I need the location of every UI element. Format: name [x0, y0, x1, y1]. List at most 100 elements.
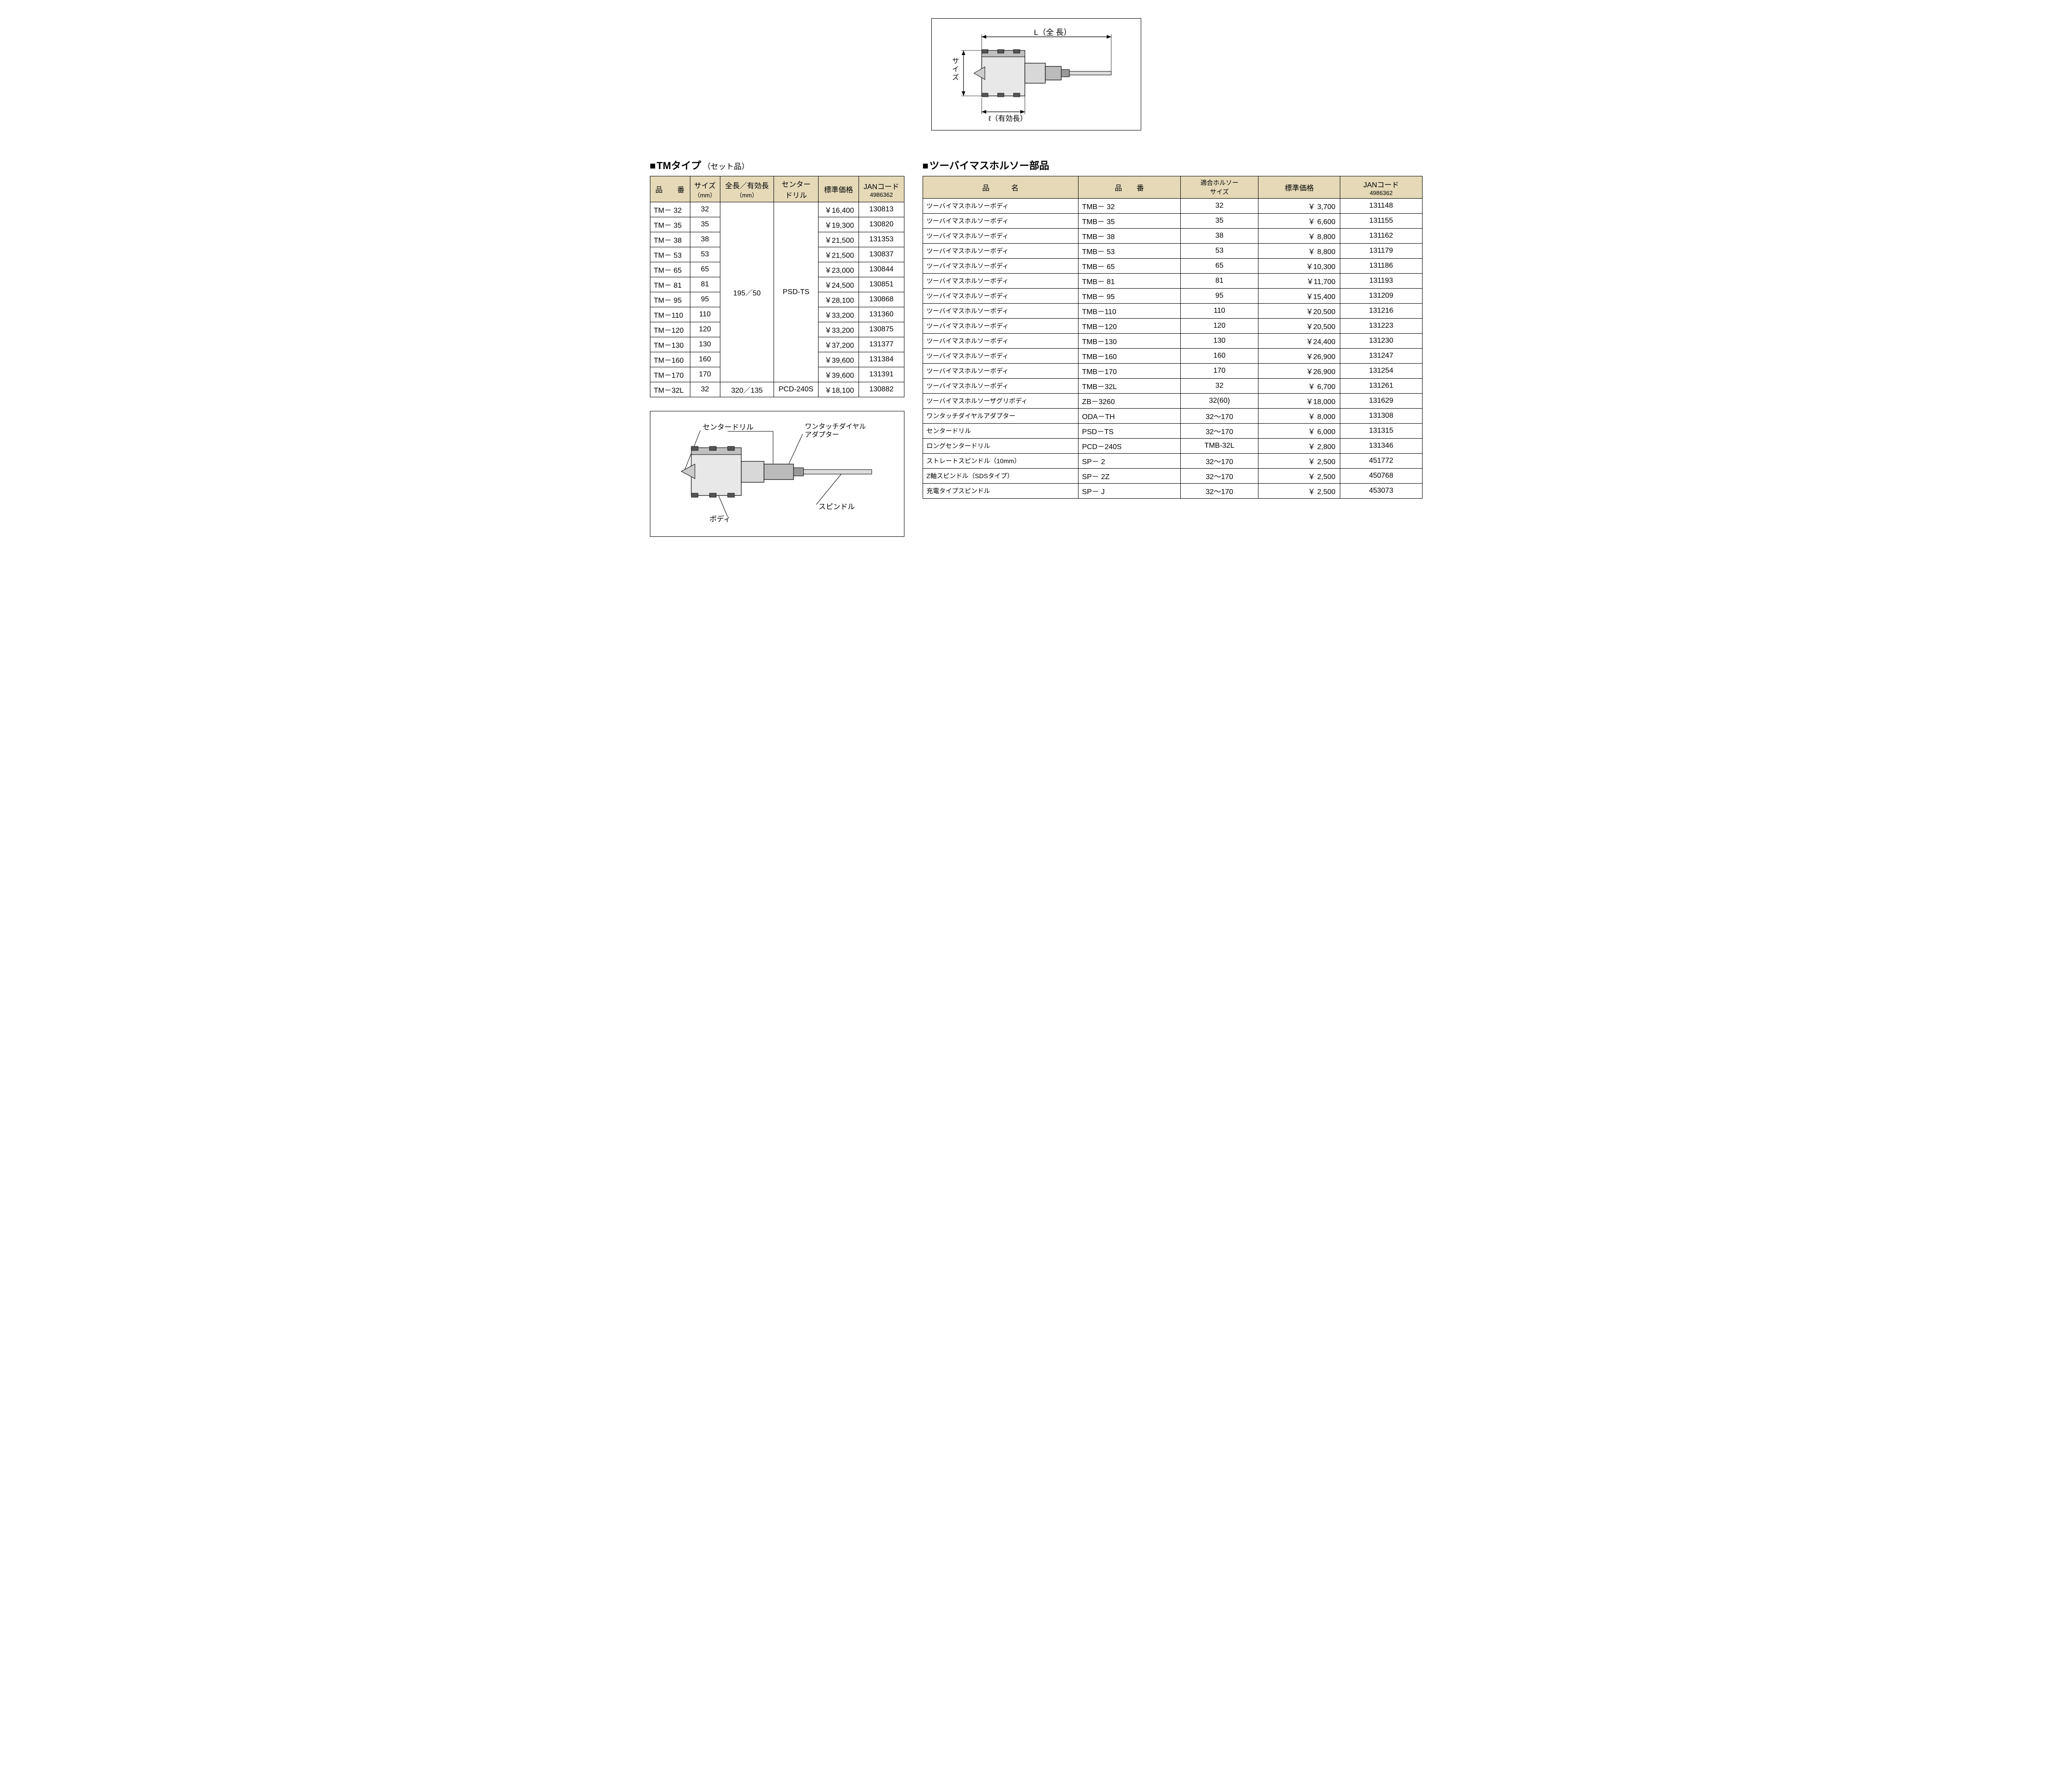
- cell-size: 110: [690, 307, 720, 322]
- cell-code: TM－ 95: [650, 292, 690, 307]
- table-row: TM－32L32320／135PCD-240S￥18,100130882: [650, 382, 904, 397]
- cell-jan: 130837: [859, 247, 904, 262]
- cell-code: TM－170: [650, 367, 690, 382]
- cell-price: ￥28,100: [818, 292, 859, 307]
- cell-price: ￥ 3,700: [1258, 199, 1340, 214]
- th-jan: JANコード4986362: [859, 176, 904, 202]
- catalog-page: L（全 長） サ イ ズ: [650, 18, 1423, 537]
- cell-jan: 131254: [1340, 364, 1422, 379]
- cell-name: ツーバイマスホルソーボディ: [923, 259, 1078, 274]
- cell-jan: 131216: [1340, 304, 1422, 319]
- cell-price: ￥ 6,600: [1258, 214, 1340, 229]
- cell-name: ツーバイマスホルソーボディ: [923, 364, 1078, 379]
- cell-price: ￥39,600: [818, 367, 859, 382]
- cell-name: ツーバイマスホルソーボディ: [923, 199, 1078, 214]
- label-adapter-1: ワンタッチダイヤル: [805, 423, 866, 430]
- cell-price: ￥ 6,000: [1258, 424, 1340, 439]
- cell-jan: 131162: [1340, 229, 1422, 244]
- table-row: ツーバイマスホルソーザグリボディZB－326032(60)￥18,0001316…: [923, 394, 1422, 409]
- cell-jan: 131179: [1340, 244, 1422, 259]
- cell-code: TMB－ 38: [1078, 229, 1180, 244]
- cell-name: ツーバイマスホルソーボディ: [923, 319, 1078, 334]
- cell-jan: 131230: [1340, 334, 1422, 349]
- table-row: ワンタッチダイヤルアダプターODA－TH32～170￥ 8,000131308: [923, 409, 1422, 424]
- th-length: 全長／有効長（mm）: [720, 176, 774, 202]
- cell-name: センタードリル: [923, 424, 1078, 439]
- cell-jan: 130851: [859, 277, 904, 292]
- cell-code: TM－130: [650, 337, 690, 352]
- cell-fit: 35: [1181, 214, 1258, 229]
- cell-name: ツーバイマスホルソーボディ: [923, 274, 1078, 289]
- two-column-layout: ■ TMタイプ （セット品） 品 番 サイズ（mm） 全長／有効長（mm） セン…: [650, 158, 1423, 537]
- table-row: ロングセンタードリルPCD－240STMB-32L￥ 2,800131346: [923, 439, 1422, 454]
- cell-fit: 32～170: [1181, 484, 1258, 499]
- cell-code: PSD－TS: [1078, 424, 1180, 439]
- cell-length-shared: 195／50: [720, 202, 774, 382]
- cell-size: 95: [690, 292, 720, 307]
- cell-jan: 131629: [1340, 394, 1422, 409]
- table-row: ツーバイマスホルソーボディTMB－120120￥20,500131223: [923, 319, 1422, 334]
- cell-name: ストレートスピンドル（10mm）: [923, 454, 1078, 469]
- table-row: ツーバイマスホルソーボディTMB－160160￥26,900131247: [923, 349, 1422, 364]
- cell-fit: 65: [1181, 259, 1258, 274]
- cell-price: ￥39,600: [818, 352, 859, 367]
- cell-length: 320／135: [720, 382, 774, 397]
- cell-fit: 32(60): [1181, 394, 1258, 409]
- table-row: Z軸スピンドル（SDSタイプ）SP－ 2Z32～170￥ 2,500450768: [923, 469, 1422, 484]
- cell-code: TMB－120: [1078, 319, 1180, 334]
- table-row: 充電タイプスピンドルSP－ J32～170￥ 2,500453073: [923, 484, 1422, 499]
- cell-fit: 130: [1181, 334, 1258, 349]
- table-row: ツーバイマスホルソーボディTMB－ 5353￥ 8,800131179: [923, 244, 1422, 259]
- label-spindle: スピンドル: [819, 503, 855, 511]
- label-L: L（全 長）: [1034, 28, 1071, 37]
- cell-name: ツーバイマスホルソーボディ: [923, 244, 1078, 259]
- cell-fit: 53: [1181, 244, 1258, 259]
- cell-code: TM－ 38: [650, 232, 690, 247]
- cell-code: TM－ 53: [650, 247, 690, 262]
- cell-price: ￥21,500: [818, 232, 859, 247]
- th-fit: 適合ホルソー サイズ: [1181, 176, 1258, 199]
- cell-price: ￥21,500: [818, 247, 859, 262]
- right-column: ■ ツーバイマスホルソー部品 品 名 品 番 適合ホルソー サイズ 標準価格 J…: [923, 158, 1423, 499]
- cell-name: ツーバイマスホルソーザグリボディ: [923, 394, 1078, 409]
- cell-name: ツーバイマスホルソーボディ: [923, 379, 1078, 394]
- cell-code: SP－ 2: [1078, 454, 1180, 469]
- cell-code: TM－120: [650, 322, 690, 337]
- label-size-1: サ: [952, 57, 959, 65]
- cell-fit: 170: [1181, 364, 1258, 379]
- cell-code: TMB－ 32: [1078, 199, 1180, 214]
- cell-name: ツーバイマスホルソーボディ: [923, 334, 1078, 349]
- cell-price: ￥26,900: [1258, 364, 1340, 379]
- cell-jan: 131353: [859, 232, 904, 247]
- cell-name: ツーバイマスホルソーボディ: [923, 289, 1078, 304]
- table-row: ツーバイマスホルソーボディTMB－ 3838￥ 8,800131162: [923, 229, 1422, 244]
- table-row: ストレートスピンドル（10mm）SP－ 232～170￥ 2,500451772: [923, 454, 1422, 469]
- left-title-sub: （セット品）: [703, 160, 749, 171]
- label-body: ボディ: [709, 515, 731, 523]
- cell-code: TM－32L: [650, 382, 690, 397]
- cell-code: TMB－160: [1078, 349, 1180, 364]
- cell-jan: 450768: [1340, 469, 1422, 484]
- label-center-drill: センタードリル: [703, 423, 754, 431]
- cell-jan: 131186: [1340, 259, 1422, 274]
- cell-price: ￥ 2,500: [1258, 454, 1340, 469]
- cell-size: 160: [690, 352, 720, 367]
- cell-price: ￥15,400: [1258, 289, 1340, 304]
- cell-jan: 131148: [1340, 199, 1422, 214]
- cell-jan: 131155: [1340, 214, 1422, 229]
- cell-fit: 32～170: [1181, 454, 1258, 469]
- cell-code: TMB－ 95: [1078, 289, 1180, 304]
- table-row: ツーバイマスホルソーボディTMB－ 9595￥15,400131209: [923, 289, 1422, 304]
- cell-code: TM－ 35: [650, 217, 690, 232]
- th-code: 品 番: [650, 176, 690, 202]
- cell-jan: 131193: [1340, 274, 1422, 289]
- cell-code: SP－ 2Z: [1078, 469, 1180, 484]
- cell-size: 81: [690, 277, 720, 292]
- cell-price: ￥ 8,800: [1258, 229, 1340, 244]
- cell-price: ￥37,200: [818, 337, 859, 352]
- top-diagram-container: L（全 長） サ イ ズ: [650, 18, 1423, 130]
- cell-jan: 130868: [859, 292, 904, 307]
- label-adapter-2: アダプター: [805, 431, 839, 439]
- parts-table: 品 名 品 番 適合ホルソー サイズ 標準価格 JANコード4986362 ツー…: [923, 176, 1423, 499]
- cell-jan: 453073: [1340, 484, 1422, 499]
